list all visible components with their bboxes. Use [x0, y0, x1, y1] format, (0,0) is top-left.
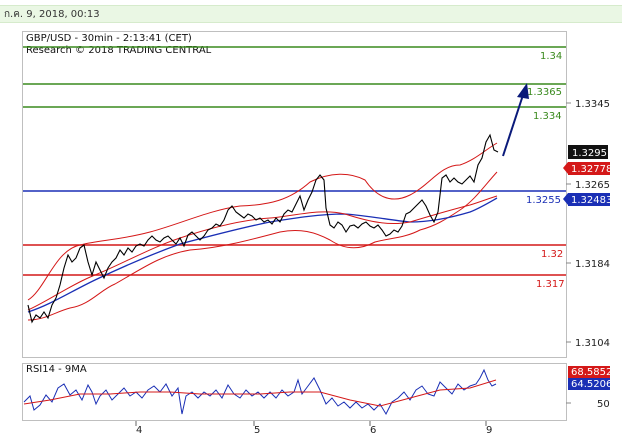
blue-price-badge [568, 193, 610, 206]
x-tick-day-4: 4 [136, 425, 142, 436]
rsi-blue-text: 64.5206 [571, 379, 612, 390]
price-tick-3: 1.3184 [575, 259, 610, 270]
forecast-arrow-line [502, 94, 524, 157]
last-price-badge [568, 145, 608, 159]
level-label-1-334: 1.334 [533, 111, 562, 122]
rsi-line [23, 368, 497, 416]
rsi-red-text: 68.5852 [571, 367, 612, 378]
blue-price-text: 1.32483 [571, 195, 612, 206]
last-price-text: 1.3295 [572, 148, 607, 159]
rsi-red-badge [568, 366, 610, 378]
x-tick-day-5: 5 [254, 425, 260, 436]
level-label-1-317: 1.317 [536, 279, 565, 290]
rsi-ma-line [23, 379, 497, 407]
rsi-tick-50: 50 [597, 399, 610, 410]
red-price-badge [568, 162, 610, 175]
price-bars [27, 133, 499, 324]
ma-red-line [27, 195, 498, 311]
moving-average-line [27, 197, 498, 313]
price-tick-1: 1.3345 [575, 99, 610, 110]
level-label-1-3365: 1.3365 [527, 87, 562, 98]
level-label-1-3255: 1.3255 [526, 195, 561, 206]
price-chart-panel [22, 31, 567, 358]
price-tick-4: 1.3104 [575, 338, 610, 349]
level-label-1-32: 1.32 [541, 249, 563, 260]
rsi-blue-badge [568, 378, 610, 390]
rsi-title: RSI14 - 9MA [26, 364, 87, 375]
bollinger-upper-band [27, 142, 498, 301]
forecast-arrow-head [517, 83, 529, 99]
price-tick-2: 1.3265 [575, 180, 610, 191]
bollinger-lower-band [27, 171, 498, 321]
date-label: ก.ค. 9, 2018, 00:13 [4, 9, 100, 20]
level-label-1-34: 1.34 [540, 51, 562, 62]
red-price-text: 1.32778 [571, 164, 612, 175]
x-tick-day-6: 6 [370, 425, 376, 436]
date-bar: ก.ค. 9, 2018, 00:13 [0, 5, 622, 23]
x-tick-day-9: 9 [486, 425, 492, 436]
chart-title: GBP/USD - 30min - 2:13:41 (CET) [26, 33, 192, 44]
chart-copyright: Research © 2018 TRADING CENTRAL [26, 45, 212, 56]
